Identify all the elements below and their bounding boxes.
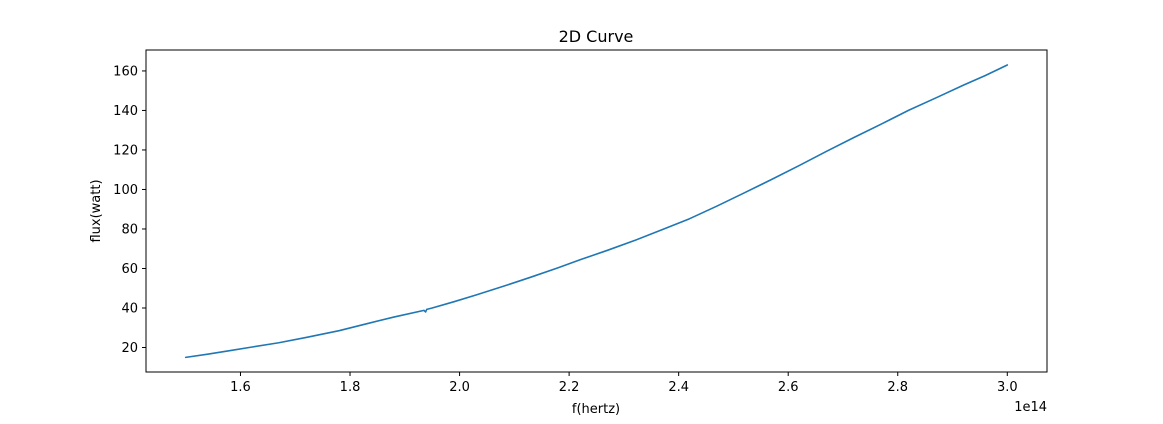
y-tick-label: 60	[121, 262, 138, 277]
y-tick-label: 120	[113, 143, 138, 158]
x-tick-label: 2.0	[449, 380, 470, 395]
x-axis-offset-label: 1e14	[1014, 400, 1047, 415]
series-line	[184, 64, 1009, 359]
y-tick-label: 100	[113, 183, 138, 198]
x-tick-label: 1.8	[340, 380, 361, 395]
x-axis: 1.6 1.8 2.0 2.2 2.4 2.6 2.8 3.0	[230, 372, 1018, 395]
y-axis-label: flux(watt)	[89, 179, 104, 242]
y-tick-label: 140	[113, 104, 138, 119]
y-tick-label: 20	[121, 341, 138, 356]
plot-area	[145, 49, 1048, 373]
chart-title: 2D Curve	[559, 27, 634, 46]
x-tick-label: 3.0	[997, 380, 1018, 395]
x-tick-label: 2.2	[559, 380, 580, 395]
x-tick-label: 2.4	[668, 380, 689, 395]
y-tick-label: 40	[121, 301, 138, 316]
x-tick-label: 2.6	[778, 380, 799, 395]
axes-frame	[145, 49, 1048, 373]
x-axis-label: f(hertz)	[572, 402, 620, 417]
x-tick-label: 1.6	[230, 380, 251, 395]
y-axis: 20 40 60 80 100 120 140 160	[113, 64, 146, 356]
y-tick-label: 160	[113, 64, 138, 79]
y-tick-label: 80	[121, 222, 138, 237]
series-layer	[184, 64, 1009, 359]
x-tick-label: 2.8	[887, 380, 908, 395]
